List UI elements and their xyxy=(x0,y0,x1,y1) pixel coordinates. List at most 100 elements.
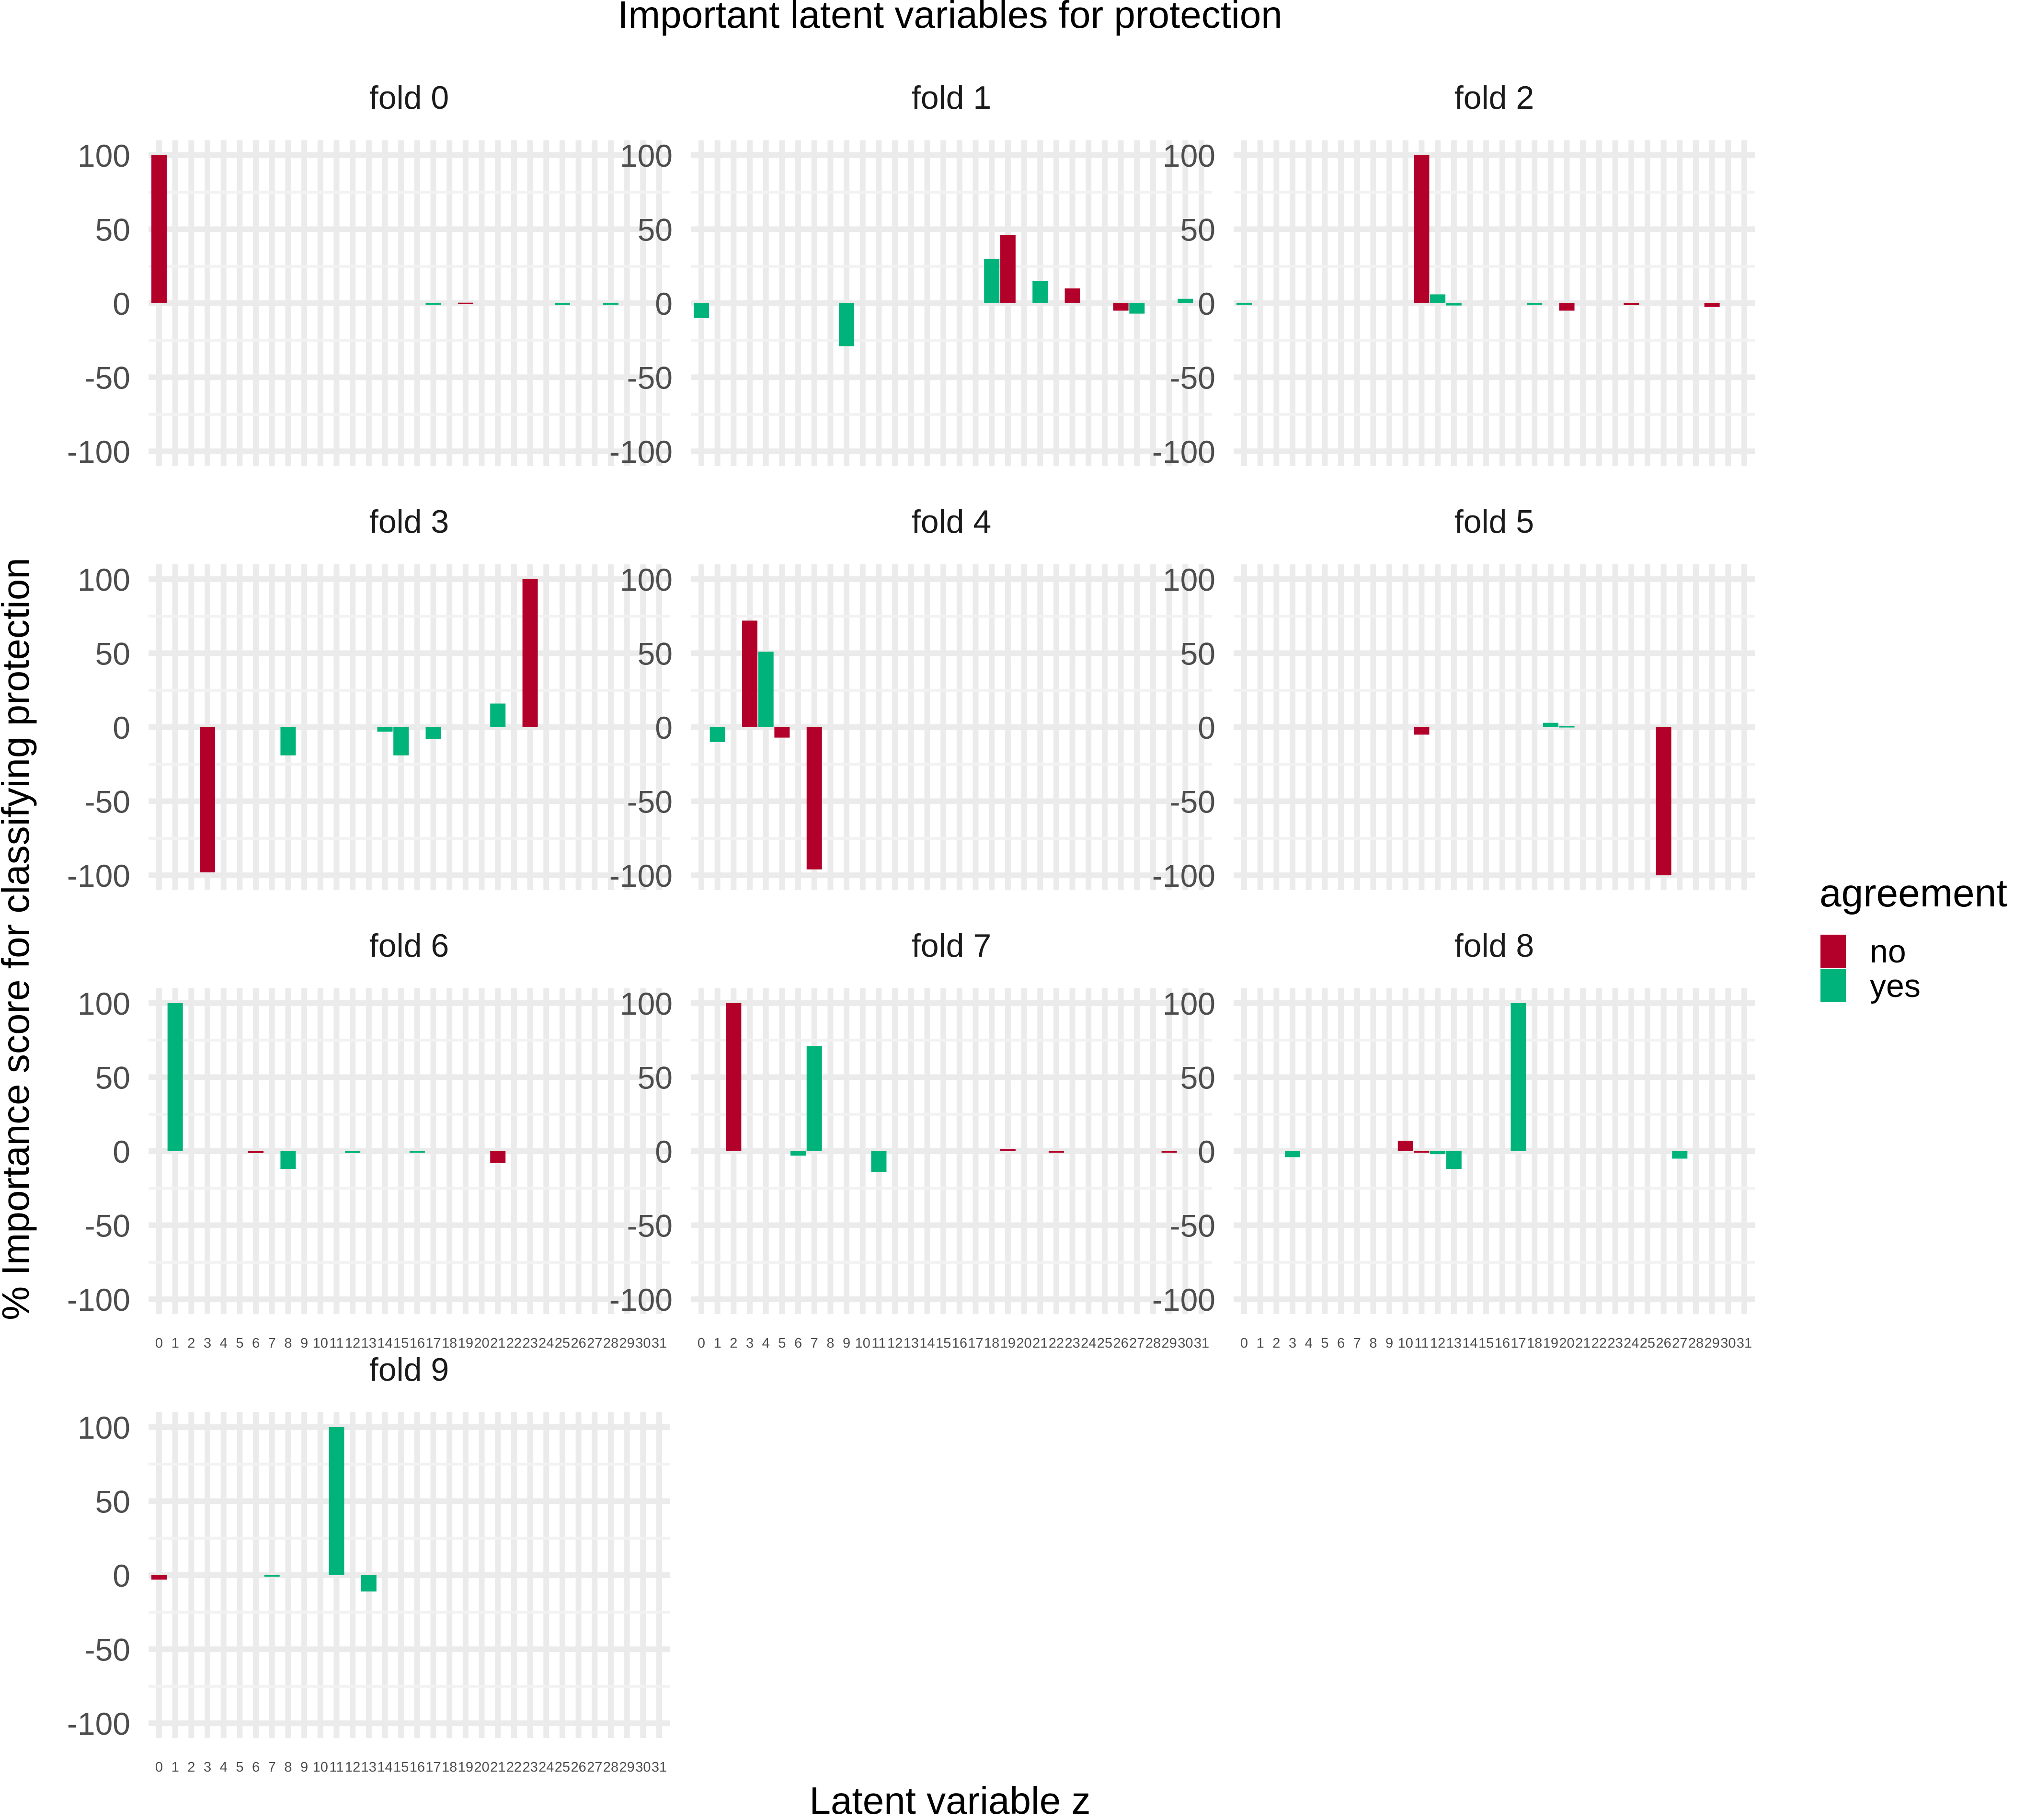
bar-z9-yes xyxy=(839,303,855,346)
bar-z3-no xyxy=(742,620,758,727)
x-tick-label: 27 xyxy=(1129,1336,1144,1351)
bar-z8-yes xyxy=(280,727,296,755)
bar-z29-no xyxy=(1704,303,1720,307)
panel-fold-5: fold 5 100 50 0 -50 -100 xyxy=(1152,504,1755,893)
bar-z13-yes xyxy=(1446,303,1462,306)
panel-title: fold 5 xyxy=(1454,504,1534,540)
x-tick-label: 18 xyxy=(984,1336,999,1351)
y-tick-label: -100 xyxy=(1152,434,1215,469)
x-tick-label: 6 xyxy=(252,1760,260,1775)
x-tick-label: 20 xyxy=(1016,1336,1031,1351)
bar-z19-no xyxy=(458,302,473,304)
x-tick-label: 3 xyxy=(204,1336,211,1351)
x-tick-label: 0 xyxy=(1240,1336,1248,1351)
y-tick-label: -100 xyxy=(609,1282,673,1317)
bar-z20-yes xyxy=(1559,726,1575,728)
x-tick-label: 7 xyxy=(268,1760,276,1775)
y-tick-label: 100 xyxy=(78,986,130,1021)
x-tick-label: 4 xyxy=(762,1336,770,1351)
y-tick-label: -100 xyxy=(67,434,130,469)
bar-z21-no xyxy=(490,1151,506,1163)
x-tick-label: 9 xyxy=(1385,1336,1393,1351)
x-tick-label: 5 xyxy=(1321,1336,1328,1351)
y-tick-label: 0 xyxy=(655,710,673,745)
x-tick-label: 1 xyxy=(714,1336,721,1351)
legend-swatch-yes xyxy=(1820,969,1846,1002)
x-tick-label: 1 xyxy=(172,1760,179,1775)
x-tick-label: 20 xyxy=(1559,1336,1574,1351)
x-tick-label: 14 xyxy=(377,1336,392,1351)
x-tick-label: 29 xyxy=(619,1760,635,1775)
bar-z11-no xyxy=(1414,727,1430,735)
x-tick-label: 7 xyxy=(1353,1336,1361,1351)
x-tick-label: 31 xyxy=(1737,1336,1752,1351)
x-tick-label: 8 xyxy=(1369,1336,1377,1351)
y-tick-label: -100 xyxy=(67,1282,130,1317)
bar-z2-no xyxy=(726,1003,742,1151)
bar-z27-yes xyxy=(1672,1151,1688,1159)
x-tick-label: 19 xyxy=(1000,1336,1016,1351)
panel-grid xyxy=(691,564,1212,890)
bar-z12-yes xyxy=(1430,1151,1446,1155)
y-tick-label: 100 xyxy=(620,562,673,597)
bar-z3-no xyxy=(200,727,216,872)
chart-title: Important latent variables for protectio… xyxy=(618,0,1282,36)
x-tick-label: 24 xyxy=(1624,1336,1639,1351)
y-tick-label: 100 xyxy=(78,138,130,173)
x-tick-label: 0 xyxy=(155,1336,163,1351)
x-tick-label: 13 xyxy=(361,1760,377,1775)
bar-z1-yes xyxy=(167,1003,183,1151)
bar-z17-yes xyxy=(425,727,441,739)
x-tick-label: 6 xyxy=(794,1336,802,1351)
x-tick-label: 19 xyxy=(1543,1336,1558,1351)
x-tick-label: 23 xyxy=(1064,1336,1080,1351)
x-tick-label: 16 xyxy=(952,1336,967,1351)
x-tick-label: 26 xyxy=(571,1760,586,1775)
panel-fold-0: fold 0 100 50 0 -50 -100 xyxy=(67,80,670,469)
x-tick-label: 7 xyxy=(268,1336,276,1351)
x-tick-label: 27 xyxy=(1672,1336,1687,1351)
bar-z19-no xyxy=(1000,1149,1016,1151)
x-tick-label: 21 xyxy=(490,1760,505,1775)
y-tick-label: 100 xyxy=(1163,562,1215,597)
bar-z23-no xyxy=(522,579,538,727)
x-tick-label: 24 xyxy=(538,1760,554,1775)
x-tick-label: 15 xyxy=(936,1336,951,1351)
x-tick-label: 13 xyxy=(1446,1336,1462,1351)
x-tick-label: 9 xyxy=(843,1336,850,1351)
panel-title: fold 0 xyxy=(369,80,449,116)
y-tick-label: -50 xyxy=(85,1632,130,1668)
x-axis-label: Latent variable z xyxy=(809,1779,1090,1818)
bar-z6-no xyxy=(248,1151,264,1153)
bar-z17-yes xyxy=(1511,1003,1526,1151)
x-tick-label: 5 xyxy=(236,1760,243,1775)
x-tick-label: 9 xyxy=(300,1336,308,1351)
x-tick-label: 16 xyxy=(410,1760,425,1775)
x-tick-label: 12 xyxy=(1430,1336,1445,1351)
x-tick-label: 2 xyxy=(187,1760,195,1775)
panel-title: fold 3 xyxy=(369,504,449,540)
y-tick-label: 50 xyxy=(638,212,673,247)
x-tick-label: 27 xyxy=(587,1336,602,1351)
x-tick-label: 17 xyxy=(968,1336,983,1351)
y-tick-label: 100 xyxy=(1163,138,1215,173)
y-tick-label: 100 xyxy=(78,1410,130,1445)
bar-z28-yes xyxy=(603,303,618,305)
y-tick-label: -50 xyxy=(85,360,130,396)
x-tick-label: 26 xyxy=(571,1336,586,1351)
x-tick-label: 23 xyxy=(522,1336,538,1351)
bar-z26-no xyxy=(1113,303,1129,311)
y-tick-label: 50 xyxy=(638,1060,673,1095)
x-tick-label: 20 xyxy=(474,1760,489,1775)
bar-z18-yes xyxy=(984,259,1000,303)
x-tick-label: 11 xyxy=(329,1336,343,1351)
y-tick-label: 0 xyxy=(1198,286,1215,321)
x-tick-label: 7 xyxy=(811,1336,818,1351)
x-tick-label: 14 xyxy=(919,1336,935,1351)
x-tick-label: 1 xyxy=(1257,1336,1264,1351)
y-tick-label: -100 xyxy=(1152,858,1215,893)
x-tick-label: 22 xyxy=(506,1760,522,1775)
panel-grid xyxy=(1234,140,1755,466)
